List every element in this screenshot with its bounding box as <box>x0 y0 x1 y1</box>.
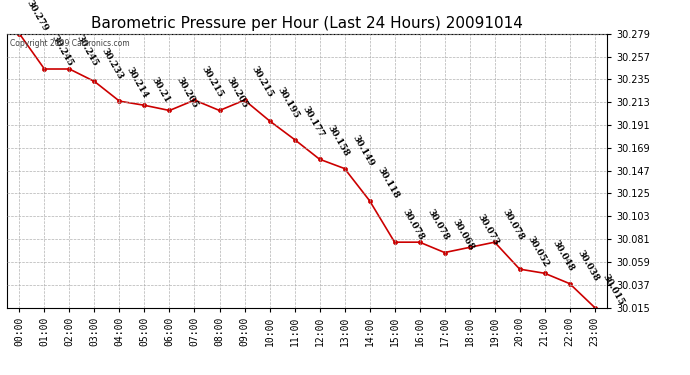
Text: 30.158: 30.158 <box>325 124 351 159</box>
Text: 30.078: 30.078 <box>500 207 525 242</box>
Text: 30.073: 30.073 <box>475 212 500 247</box>
Title: Barometric Pressure per Hour (Last 24 Hours) 20091014: Barometric Pressure per Hour (Last 24 Ho… <box>91 16 523 31</box>
Text: 30.214: 30.214 <box>125 66 150 100</box>
Text: 30.048: 30.048 <box>550 238 575 273</box>
Text: 30.245: 30.245 <box>75 34 100 68</box>
Text: 30.233: 30.233 <box>100 46 125 81</box>
Text: 30.177: 30.177 <box>300 104 325 139</box>
Text: 30.195: 30.195 <box>275 86 300 120</box>
Text: 30.149: 30.149 <box>350 133 375 168</box>
Text: 30.245: 30.245 <box>50 34 75 68</box>
Text: Copyright 2009 Cartronics.com: Copyright 2009 Cartronics.com <box>10 39 130 48</box>
Text: 30.068: 30.068 <box>450 217 475 252</box>
Text: 30.205: 30.205 <box>175 75 200 110</box>
Text: 30.279: 30.279 <box>25 0 50 33</box>
Text: 30.078: 30.078 <box>400 207 425 242</box>
Text: 30.215: 30.215 <box>250 65 275 99</box>
Text: 30.052: 30.052 <box>525 234 550 268</box>
Text: 30.078: 30.078 <box>425 207 450 242</box>
Text: 30.205: 30.205 <box>225 75 250 110</box>
Text: 30.21: 30.21 <box>150 75 172 105</box>
Text: 30.038: 30.038 <box>575 248 600 283</box>
Text: 30.118: 30.118 <box>375 165 400 200</box>
Text: 30.215: 30.215 <box>200 65 225 99</box>
Text: 30.015: 30.015 <box>600 272 625 307</box>
